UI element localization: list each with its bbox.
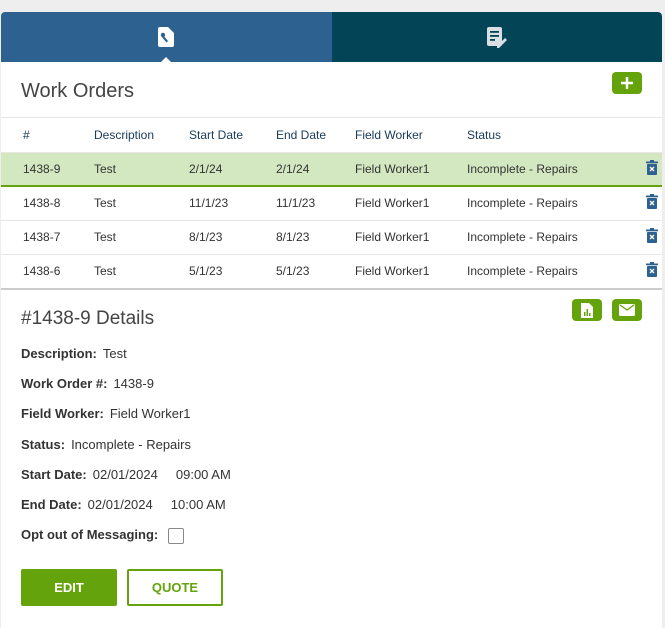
field-label: Description:: [21, 346, 97, 361]
delete-button[interactable]: [642, 185, 662, 220]
table-cell: Test: [94, 219, 189, 254]
detail-field: Status: Incomplete - Repairs: [21, 437, 642, 467]
quote-button[interactable]: QUOTE: [127, 569, 223, 607]
field-label: Field Worker:: [21, 406, 104, 422]
table-cell: 8/1/23: [276, 219, 355, 254]
table-cell: Field Worker1: [355, 253, 467, 288]
field-label: Work Order #:: [21, 376, 108, 392]
delete-button[interactable]: [642, 219, 662, 254]
detail-field: End Date: 02/01/2024 10:00 AM: [21, 497, 642, 527]
table-row[interactable]: 1438-9 Test 2/1/24 2/1/24 Field Worker1 Incom…: [1, 151, 662, 187]
table-cell: 2/1/24: [276, 151, 355, 187]
table-cell: 5/1/23: [189, 253, 276, 288]
field-label: End Date:: [21, 496, 82, 512]
table-cell: 5/1/23: [276, 253, 355, 288]
envelope-icon: [619, 304, 635, 316]
delete-trash-icon[interactable]: [646, 194, 659, 210]
column-header: Start Date: [189, 127, 244, 142]
table-cell: Incomplete - Repairs: [467, 253, 643, 288]
tab-work-orders[interactable]: [1, 12, 332, 62]
table-cell: Field Worker1: [355, 185, 467, 220]
table-cell: 8/1/23: [189, 219, 276, 254]
table-cell: 1438-8: [1, 185, 94, 220]
report-chart-icon: [581, 302, 593, 318]
delete-trash-icon[interactable]: [646, 262, 659, 278]
plus-icon: [621, 77, 633, 89]
field-value: Test: [102, 346, 127, 361]
page-title: Work Orders: [21, 80, 134, 102]
field-label: Status:: [21, 436, 66, 452]
field-label: Opt out of Messaging:: [21, 527, 159, 543]
table-cell: 1438-6: [1, 253, 94, 288]
detail-field: Start Date: 02/01/2024 09:00 AM: [21, 467, 642, 497]
table-cell: Test: [94, 185, 189, 220]
work-orders-table: # Description Start Date End Date Field …: [1, 118, 662, 288]
delete-trash-icon[interactable]: [646, 228, 659, 243]
detail-field: Field Worker: Field Worker1: [21, 406, 642, 436]
table-row[interactable]: 1438-6 Test 5/1/23 5/1/23 Field Worker1 Incom…: [1, 253, 662, 288]
table-cell: 11/1/23: [189, 185, 276, 220]
add-work-order-button[interactable]: [612, 72, 642, 94]
table-cell: 11/1/23: [276, 185, 355, 220]
detail-field: Work Order #: 1438-9: [21, 376, 642, 406]
table-cell: 1438-7: [1, 219, 94, 254]
table-row[interactable]: 1438-8 Test 11/1/23 11/1/23 Field Worker1 Inc…: [1, 185, 662, 220]
edit-button[interactable]: EDIT: [21, 569, 117, 607]
work-orders-panel: Work Orders # Description Start Date End…: [1, 12, 662, 628]
opt-out-checkbox[interactable]: [168, 527, 185, 544]
table-cell: Incomplete - Repairs: [467, 151, 643, 187]
report-button[interactable]: [572, 299, 602, 321]
column-header: End Date: [276, 127, 327, 142]
table-row[interactable]: 1438-7 Test 8/1/23 8/1/23 Field Worker1 Incom…: [1, 219, 662, 254]
field-value: 02/01/2024 10:00 AM: [87, 496, 226, 512]
field-value: Field Worker1: [109, 406, 191, 422]
tab-documents[interactable]: [331, 12, 662, 62]
delete-button[interactable]: [642, 151, 662, 187]
field-value: 02/01/2024 09:00 AM: [92, 466, 231, 482]
table-cell: Incomplete - Repairs: [467, 219, 643, 254]
column-header: Field Worker: [355, 127, 423, 142]
document-edit-icon: [486, 27, 507, 48]
opt-out-row: Opt out of Messaging:: [21, 527, 642, 557]
email-button[interactable]: [612, 299, 642, 321]
column-header: #: [23, 127, 30, 142]
delete-trash-icon[interactable]: [646, 159, 659, 175]
field-value: 1438-9: [113, 376, 154, 392]
details-title: #1438-9 Details: [21, 308, 155, 329]
field-label: Start Date:: [21, 466, 87, 482]
field-value: Incomplete - Repairs: [71, 436, 192, 452]
table-cell: Field Worker1: [355, 219, 467, 254]
detail-field: Description: Test: [21, 346, 642, 376]
table-cell: Test: [94, 151, 189, 187]
table-cell: Field Worker1: [355, 151, 467, 187]
table-cell: Test: [94, 253, 189, 288]
column-header: Status: [467, 127, 502, 142]
work-order-details: #1438-9 Details Description: Test Work Ord…: [1, 288, 662, 624]
column-header: Description: [94, 127, 155, 142]
table-cell: Incomplete - Repairs: [467, 185, 643, 220]
work-order-wrench-icon: [158, 27, 175, 47]
delete-button[interactable]: [642, 253, 662, 288]
table-cell: 2/1/24: [189, 151, 276, 187]
table-cell: 1438-9: [1, 151, 94, 187]
